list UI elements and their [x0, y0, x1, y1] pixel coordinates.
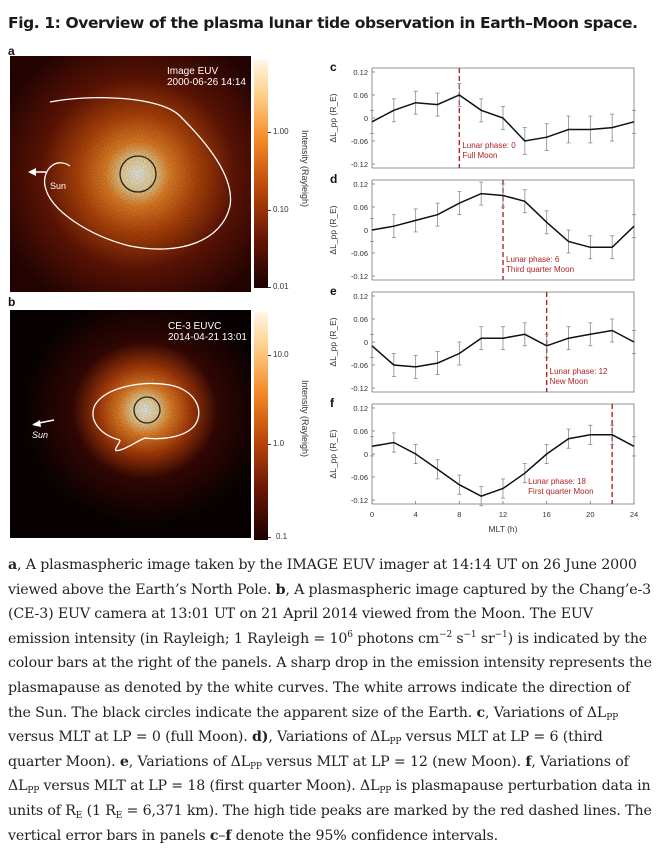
panel-a-cbar-tick: 0.10 [273, 205, 289, 214]
mlt-line-charts: c 0.12 0.06 0 -0.06 -0.12 ΔL_pp (R_E) Lunar pha… [328, 60, 638, 534]
y-tick-label: 0 [364, 450, 368, 459]
series-line-d [371, 192, 635, 249]
series-line-f [371, 434, 635, 498]
figure-caption: a, A plasmaspheric image taken by the IM… [8, 557, 652, 844]
panel-b-label: b [8, 295, 16, 309]
panel-c-label: c [330, 60, 337, 74]
y-tick-label: 0 [364, 226, 368, 235]
panel-e-label: e [330, 284, 337, 298]
y-tick-label: -0.06 [351, 137, 368, 146]
panel-b-sun-label: Sun [32, 430, 49, 440]
moon-phase-annotation: Full Moon [462, 151, 497, 160]
lunar-phase-annotation: Lunar phase: 12 [550, 367, 608, 376]
lunar-phase-annotation: Lunar phase: 6 [506, 255, 560, 264]
x-tick-label: 20 [586, 510, 594, 519]
y-tick-label: 0.06 [353, 91, 368, 100]
panel-a-instrument: Image EUV [167, 66, 219, 77]
panel-b-cbar-tick: 10.0 [273, 350, 289, 359]
x-tick-label: 4 [414, 510, 418, 519]
panel-b-image [10, 310, 251, 538]
y-tick-label: -0.12 [351, 160, 368, 169]
panel-a-sun-label: Sun [50, 181, 67, 191]
panel-b-timestamp: 2014-04-21 13:01 [168, 332, 247, 343]
y-tick-label: -0.12 [351, 272, 368, 281]
lunar-phase-annotation: Lunar phase: 18 [528, 477, 586, 486]
moon-phase-annotation: First quarter Moon [528, 487, 593, 496]
y-tick-label: -0.06 [351, 249, 368, 258]
y-tick-label: 0.06 [353, 427, 368, 436]
x-tick-label: 16 [542, 510, 550, 519]
panel-a-image [10, 56, 251, 292]
x-tick-label: 12 [499, 510, 507, 519]
y-tick-label: 0 [364, 338, 368, 347]
x-tick-label: 8 [457, 510, 461, 519]
moon-phase-annotation: Third quarter Moon [506, 265, 574, 274]
panel-a-cbar-tick: 1.00 [273, 127, 289, 136]
moon-phase-annotation: New Moon [550, 377, 588, 386]
panel-b-instrument: CE-3 EUVC [168, 321, 222, 332]
panel-a-label: a [8, 44, 15, 58]
y-axis-label: ΔL_pp (R_E) [328, 93, 338, 142]
y-axis-label: ΔL_pp (R_E) [328, 429, 338, 478]
panel-b-cbar-label: Intensity (Rayleigh) [300, 380, 310, 458]
y-tick-label: 0.12 [353, 180, 368, 189]
y-tick-label: -0.12 [351, 496, 368, 505]
y-tick-label: -0.06 [351, 473, 368, 482]
panel-a-colorbar [254, 60, 268, 288]
y-tick-label: 0.12 [353, 404, 368, 413]
y-tick-label: 0.12 [353, 68, 368, 77]
x-axis-label: MLT (h) [489, 524, 518, 534]
y-tick-label: 0.12 [353, 292, 368, 301]
series-line-e [371, 329, 635, 368]
figure-title: Fig. 1: Overview of the plasma lunar tid… [8, 14, 638, 32]
panel-b-cbar-tick: 1.0 [273, 439, 285, 448]
x-tick-label: 24 [630, 510, 638, 519]
y-tick-label: 0.06 [353, 203, 368, 212]
y-axis-label: ΔL_pp (R_E) [328, 317, 338, 366]
panel-a-timestamp: 2000-06-26 14:14 [167, 77, 246, 88]
panel-d-label: d [330, 172, 337, 186]
y-tick-label: -0.06 [351, 361, 368, 370]
panel-a-cbar-label: Intensity (Rayleigh) [300, 130, 310, 208]
panel-f-label: f [330, 396, 335, 410]
panel-a-cbar-tick: 0.01 [273, 282, 289, 291]
y-tick-label: 0.06 [353, 315, 368, 324]
lunar-phase-annotation: Lunar phase: 0 [462, 141, 516, 150]
x-tick-label: 0 [370, 510, 374, 519]
y-tick-label: -0.12 [351, 384, 368, 393]
y-axis-label: ΔL_pp (R_E) [328, 205, 338, 254]
y-tick-label: 0 [364, 114, 368, 123]
series-line-c [371, 94, 635, 142]
panel-b-cbar-tick: 0.1 [276, 532, 288, 541]
panel-b-colorbar [254, 312, 268, 540]
